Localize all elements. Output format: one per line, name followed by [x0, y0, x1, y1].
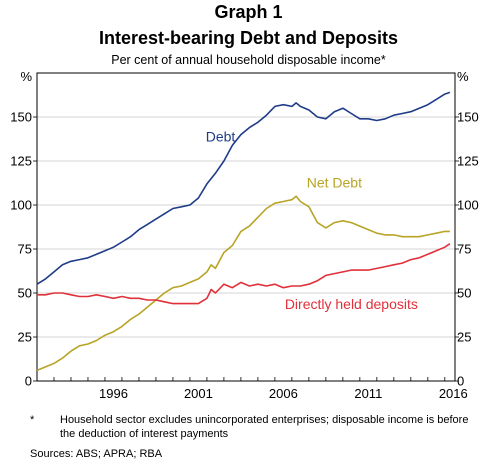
- y-tick-label-right: 75: [457, 242, 471, 257]
- plot-frame: [36, 72, 456, 382]
- y-tick-label-left: 0: [25, 374, 32, 389]
- series-line-directly-held-deposits: [37, 243, 451, 305]
- x-tick-label: 2011: [354, 386, 382, 401]
- y-tick-label-right: 50: [457, 286, 471, 301]
- y-axis-unit-left: %: [20, 69, 32, 84]
- annotation-debt: Debt: [206, 129, 236, 145]
- y-tick-label-left: 75: [18, 242, 32, 257]
- graph-number: Graph 1: [214, 2, 283, 22]
- y-tick-label-left: 150: [10, 110, 32, 125]
- x-tick-label: 2006: [269, 386, 298, 401]
- footnote-marker: *: [30, 414, 35, 426]
- footnote-text: Household sector excludes unincorporated…: [60, 414, 469, 440]
- y-tick-label-right: 0: [457, 374, 464, 389]
- axes: 0 0 25 25 50 50 75 75 100 100 125 125 150 150% % 1996 20…: [10, 69, 478, 401]
- series-line-debt: [36, 91, 451, 285]
- y-axis-unit-right: %: [457, 69, 469, 84]
- series-lines: [36, 91, 451, 372]
- sources-line: Sources: ABS; APRA; RBA: [30, 448, 163, 460]
- annotation-net-debt: Net Debt: [307, 174, 362, 190]
- y-tick-label-left: 100: [10, 198, 32, 213]
- y-tick-label-left: 125: [10, 154, 32, 169]
- y-tick-label-right: 125: [457, 154, 479, 169]
- chart-title: Interest-bearing Debt and Deposits: [98, 28, 399, 48]
- y-tick-label-right: 150: [457, 110, 479, 125]
- chart-caption: Per cent of annual household disposable …: [111, 53, 386, 67]
- y-tick-label-left: 50: [18, 286, 32, 301]
- y-tick-label-right: 100: [457, 198, 479, 213]
- x-tick-label: 2016: [439, 386, 468, 401]
- y-tick-label-left: 25: [18, 330, 32, 345]
- x-tick-label: 2001: [184, 386, 213, 401]
- annotation-directly-held-deposits: Directly held deposits: [285, 296, 418, 312]
- y-tick-label-right: 25: [457, 330, 471, 345]
- series-line-net-debt: [36, 195, 450, 372]
- gridlines: [37, 116, 455, 338]
- x-tick-label: 1996: [99, 386, 128, 401]
- series-annotations: Debt Net Debt Directly held deposits: [206, 129, 418, 312]
